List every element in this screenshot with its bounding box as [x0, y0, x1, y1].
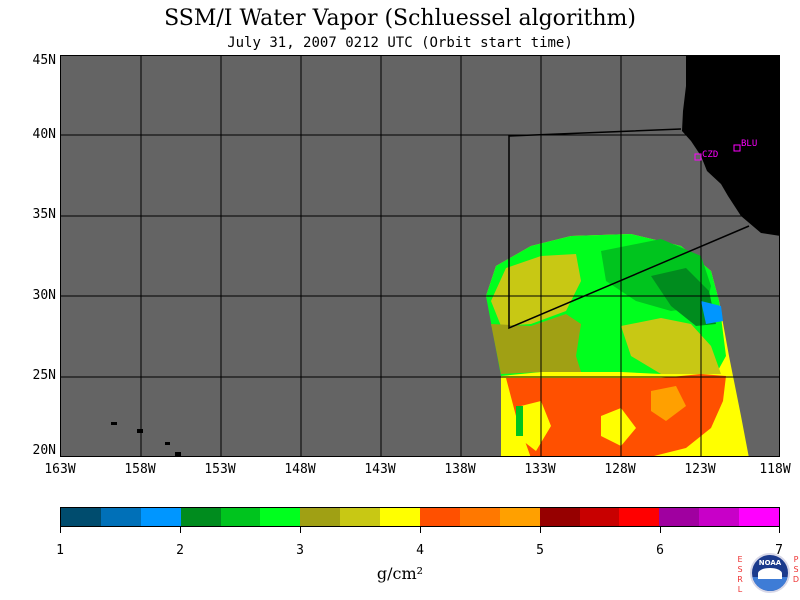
lat-label-25n: 25N [32, 368, 56, 383]
colorbar-unit: g/cm² [376, 564, 424, 583]
colorbar-tick [420, 527, 421, 533]
colorbar-tick [660, 527, 661, 533]
map-title: SSM/I Water Vapor (Schluessel algorithm) [164, 6, 636, 31]
colorbar-swatch [619, 508, 660, 526]
colorbar-swatch [699, 508, 740, 526]
colorbar-tick [180, 527, 181, 533]
station-czd-marker [694, 153, 702, 161]
lon-label-148w: 148W [284, 462, 316, 477]
lon-label-143w: 143W [364, 462, 396, 477]
region-boundary [508, 128, 750, 330]
graticule [61, 56, 779, 456]
colorbar-label-5: 5 [536, 543, 544, 558]
colorbar-swatch [340, 508, 381, 526]
colorbar-tick [540, 527, 541, 533]
colorbar-label-7: 7 [775, 543, 783, 558]
colorbar-tick [60, 527, 61, 533]
colorbar-label-1: 1 [56, 543, 64, 558]
colorbar-swatch [61, 508, 101, 526]
colorbar-swatch [180, 508, 221, 526]
colorbar-swatch [539, 508, 580, 526]
station-blu-label: BLU [741, 139, 757, 149]
colorbar-swatch [499, 508, 540, 526]
station-markers: CZD BLU [694, 139, 757, 161]
colorbar-tick [779, 527, 780, 533]
lon-label-128w: 128W [604, 462, 636, 477]
colorbar-tick [300, 527, 301, 533]
colorbar [60, 507, 780, 527]
station-blu-marker [733, 144, 741, 152]
hawaii-islands [111, 422, 181, 456]
lon-label-153w: 153W [204, 462, 236, 477]
lat-label-45n: 45N [32, 53, 56, 68]
station-czd-label: CZD [702, 150, 718, 160]
lat-label-30n: 30N [32, 288, 56, 303]
lon-label-158w: 158W [124, 462, 156, 477]
colorbar-swatch [659, 508, 700, 526]
lon-label-118w: 118W [759, 462, 791, 477]
water-vapor-map: CZD BLU [60, 55, 780, 457]
lat-label-35n: 35N [32, 207, 56, 222]
colorbar-label-3: 3 [296, 543, 304, 558]
colorbar-swatch [579, 508, 620, 526]
colorbar-label-2: 2 [176, 543, 184, 558]
colorbar-swatch [140, 508, 181, 526]
noaa-emblem-icon: NOAA [750, 553, 790, 593]
map-canvas: CZD BLU [61, 56, 779, 456]
colorbar-swatch [380, 508, 421, 526]
water-vapor-swath [486, 234, 749, 456]
colorbar-swatch [739, 508, 780, 526]
lat-label-20n: 20N [32, 443, 56, 458]
colorbar-swatch [459, 508, 500, 526]
colorbar-label-4: 4 [416, 543, 424, 558]
map-subtitle: July 31, 2007 0212 UTC (Orbit start time… [227, 35, 573, 51]
colorbar-swatch [220, 508, 261, 526]
colorbar-swatch [300, 508, 341, 526]
colorbar-label-6: 6 [656, 543, 664, 558]
lon-label-163w: 163W [44, 462, 76, 477]
colorbar-swatch [100, 508, 141, 526]
lon-label-133w: 133W [524, 462, 556, 477]
noaa-text: NOAA [758, 559, 782, 567]
lon-label-123w: 123W [684, 462, 716, 477]
north-america-land [682, 56, 779, 236]
lon-label-138w: 138W [444, 462, 476, 477]
lat-label-40n: 40N [32, 127, 56, 142]
colorbar-swatch [420, 508, 460, 526]
colorbar-swatch [260, 508, 301, 526]
